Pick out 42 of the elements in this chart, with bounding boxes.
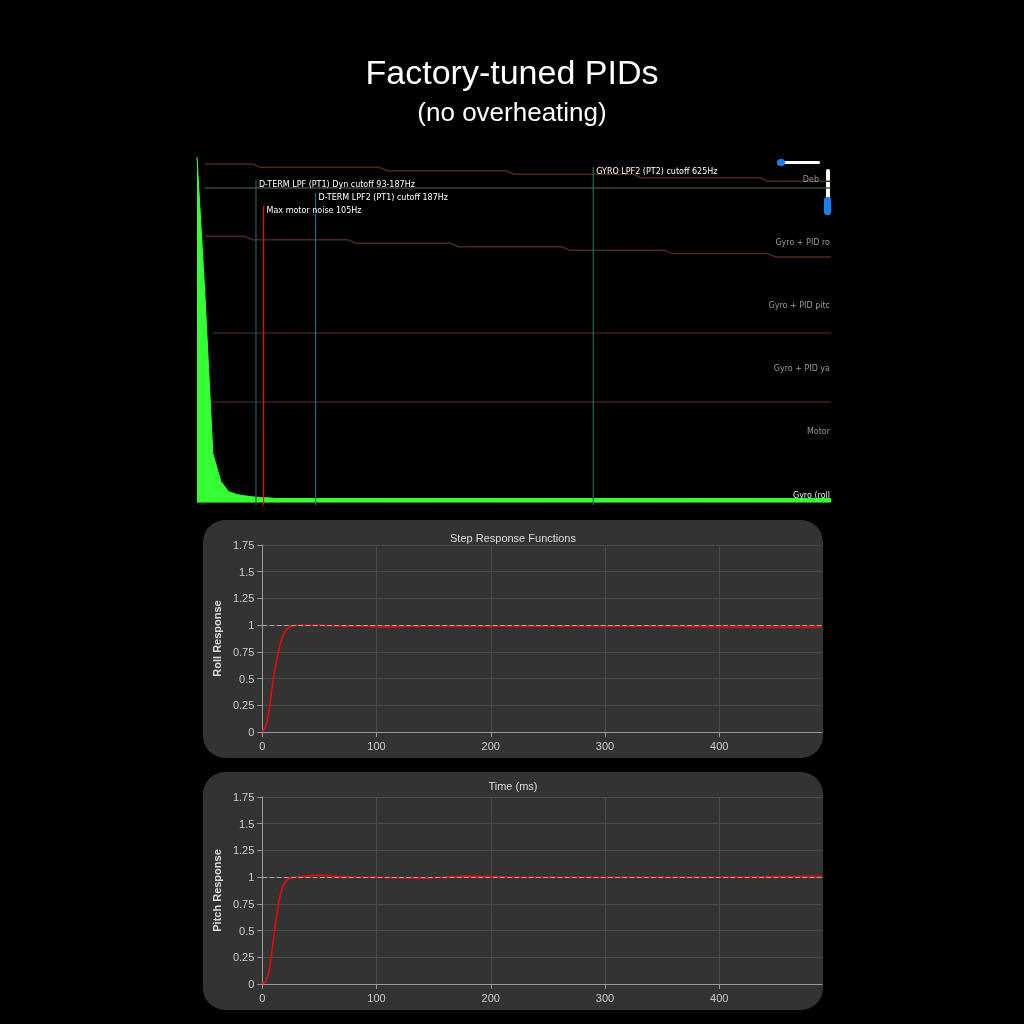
annotation: D-TERM LPF2 (PT1) cutoff 187Hz [318,192,448,202]
y-tick-label: 0.25 [232,699,255,712]
annotation: GYRO LPF2 (PT2) cutoff 625Hz [596,166,718,176]
y-tick-label: 0 [248,978,255,990]
chart-title: Factory-tuned PIDs [365,53,659,91]
annotation: Gyro + PID pitc [768,300,830,310]
y-tick-label: 1.75 [232,791,255,803]
chart-subtitle: (no overheating) [417,97,607,127]
y-axis-title: Pitch Response [210,849,223,932]
annotation: Motor [806,427,831,437]
annotation: Gyro + PID ya [773,364,831,374]
x-tick-label: 0 [259,739,266,752]
y-tick-label: 0.75 [232,897,255,910]
y-tick-label: 1.25 [232,844,255,857]
annotation: Gyro (roll [792,490,830,500]
y-tick-label: 1 [248,871,255,884]
x-tick-label: 100 [367,991,386,1004]
annotation: Max motor noise 105Hz [266,205,362,215]
y-tick-label: 1.5 [239,565,255,578]
y-tick-label: 1.25 [232,592,255,605]
y-tick-label: 0.5 [239,672,255,685]
annotation: D-TERM LPF (PT1) Dyn cutoff 93-187Hz [258,179,415,189]
y-tick-label: 1.75 [232,539,255,551]
y-tick-label: 0.5 [239,924,255,937]
y-tick-label: 0.75 [232,645,255,658]
annotation: Deb [802,174,819,184]
annotation: Gyro + PID ro [775,237,831,247]
y-tick-label: 1.5 [239,817,255,830]
chart-title: Step Response Functions [450,531,577,544]
x-tick-label: 0 [259,991,266,1004]
x-tick-label: 200 [481,739,500,752]
y-tick-label: 0 [248,726,255,738]
x-tick-label: 300 [595,991,615,1004]
x-tick-label: 100 [367,739,386,752]
y-tick-label: 0.25 [232,951,255,964]
x-tick-label: 300 [595,739,615,752]
chart-title: Time (ms) [488,779,538,792]
y-axis-title: Roll Response [210,600,223,677]
y-tick-label: 1 [248,619,255,632]
x-tick-label: 400 [710,739,729,752]
x-tick-label: 400 [710,991,729,1004]
x-tick-label: 200 [481,991,500,1004]
